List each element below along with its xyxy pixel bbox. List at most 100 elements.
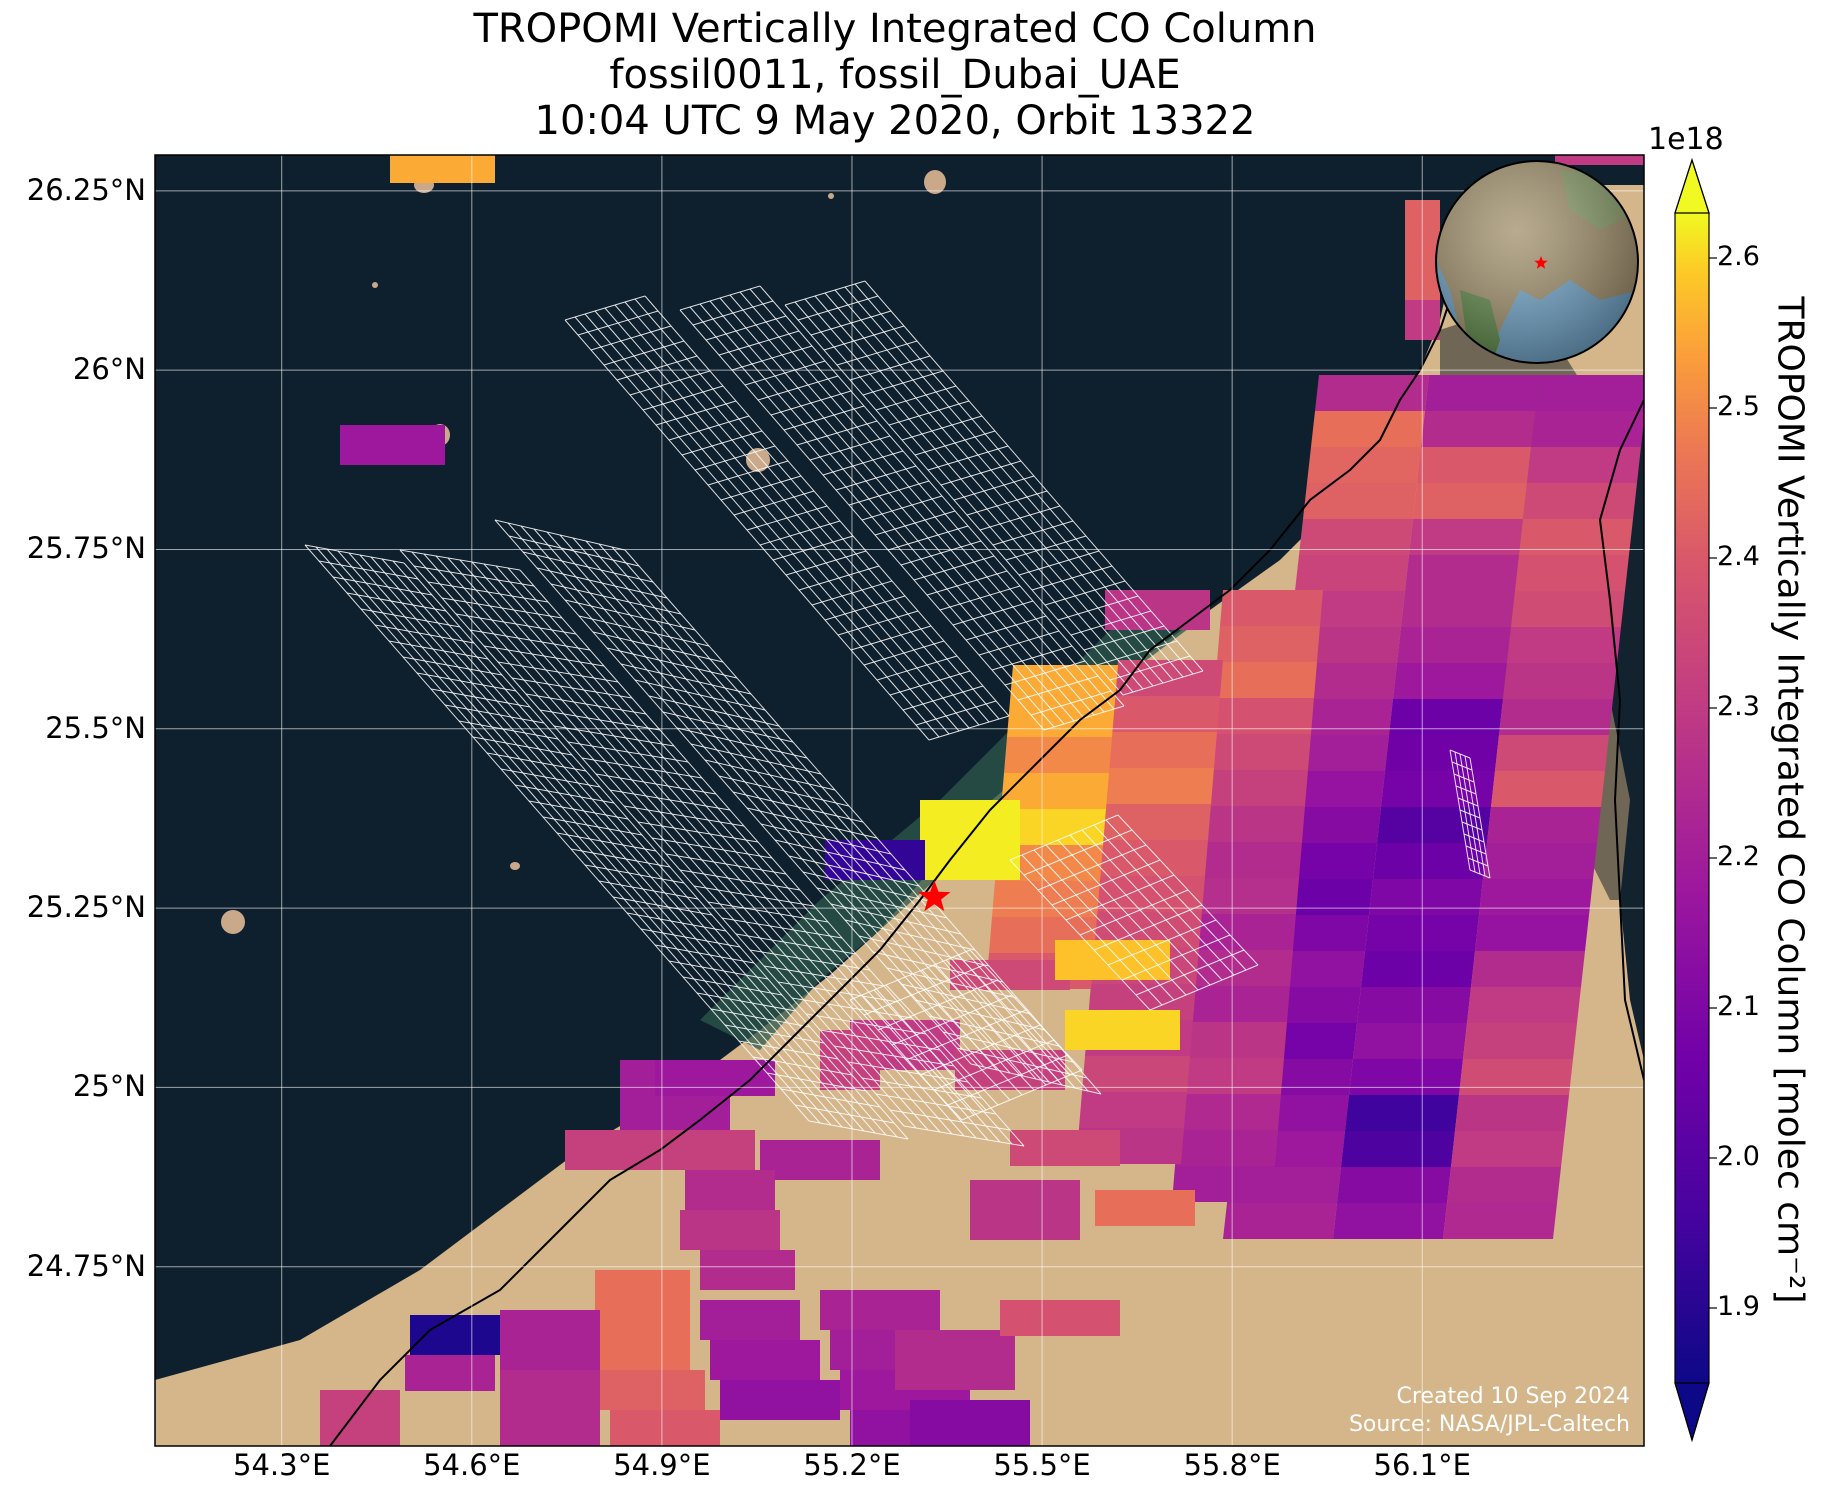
co-pixel (1115, 660, 1223, 696)
footprint-line (692, 300, 774, 326)
footprint-line (1121, 934, 1231, 981)
co-pixel (1389, 699, 1503, 735)
footprint-line (874, 510, 956, 536)
title-line-2: fossil0011, fossil_Dubai_UAE (609, 52, 1181, 98)
footprint-line (1065, 874, 1175, 921)
island (221, 910, 245, 934)
island (372, 282, 378, 288)
footprint-line (508, 535, 640, 567)
co-pixel (1349, 1059, 1463, 1095)
footprint-line (542, 816, 643, 836)
footprint-line (662, 711, 794, 743)
co-pixel (925, 840, 1020, 880)
footprint-line (824, 595, 906, 621)
footprint-line (861, 1077, 983, 1099)
footprint-line (1453, 773, 1475, 783)
footprint-line (915, 700, 997, 726)
footprint-line (794, 1104, 895, 1124)
lat-tick-label: 25.25°N (26, 890, 146, 925)
co-pixel (1299, 519, 1413, 555)
footprint-line (1030, 690, 1112, 716)
co-pixel (1010, 665, 1118, 701)
co-pixel (1503, 663, 1617, 699)
island (510, 862, 520, 870)
footprint-line (693, 885, 815, 907)
co-pixel (1095, 1190, 1195, 1226)
footprint-line (682, 976, 783, 996)
footprint-line (887, 525, 969, 551)
footprint-line (889, 1109, 1011, 1131)
co-pixel (1178, 1094, 1281, 1130)
footprint-line (850, 625, 932, 651)
footprint-line (536, 567, 668, 599)
co-pixel (1455, 1095, 1569, 1131)
footprint-line (570, 848, 671, 868)
footprint-line (766, 1072, 867, 1092)
footprint-line (733, 490, 815, 516)
globe-inset-icon (1435, 160, 1639, 364)
co-pixel (995, 845, 1103, 881)
co-pixel (1451, 1131, 1565, 1167)
island (828, 193, 834, 199)
footprint-line (905, 1009, 1027, 1061)
co-pixel (1515, 555, 1629, 591)
map-area: Created 10 Sep 2024 Source: NASA/JPL-Cal… (155, 155, 1644, 1446)
co-pixel (1337, 1167, 1451, 1203)
colorbar (1674, 158, 1717, 1443)
co-pixel (1447, 1167, 1561, 1203)
footprint-line (757, 375, 839, 401)
footprint-line (629, 370, 711, 396)
footprint-line (584, 864, 685, 884)
co-pixel (1519, 519, 1633, 555)
footprint-line (928, 715, 1010, 741)
footprint-line (655, 400, 737, 426)
footprint-line (581, 757, 703, 779)
footprint-line (640, 928, 741, 948)
footprint-line (848, 480, 930, 506)
lon-tick-label: 54.3°E (233, 1448, 331, 1482)
footprint-line (444, 704, 545, 724)
co-pixel (1357, 987, 1471, 1023)
footprint-line (651, 837, 773, 859)
footprint-line (1037, 844, 1147, 891)
co-pixel (610, 1410, 720, 1446)
footprint-line (578, 615, 710, 647)
co-pixel (1295, 555, 1409, 591)
footprint-line (724, 1024, 825, 1044)
co-pixel (1190, 950, 1293, 986)
footprint-line (992, 520, 1074, 546)
footprint-line (735, 933, 857, 955)
footprint-line (1004, 660, 1086, 686)
co-pixel (955, 1050, 1065, 1090)
co-pixel (1223, 1203, 1337, 1239)
footprint-line (933, 1039, 1055, 1091)
lat-tick-label: 24.75°N (26, 1248, 146, 1283)
footprint-line (472, 736, 573, 756)
footprint-line (455, 613, 577, 635)
footprint-line (721, 917, 843, 939)
co-pixel (1487, 807, 1601, 843)
footprint-line (809, 435, 891, 461)
map-frame (154, 154, 1645, 1447)
footprint-line (1449, 749, 1471, 759)
footprint-line (891, 994, 1013, 1046)
colorbar-tick-label: 2.1 (1717, 991, 1760, 1022)
footprint-line (620, 663, 752, 695)
footprint-line (1107, 919, 1217, 966)
footprint-line (819, 1029, 941, 1051)
footprint-line (1467, 857, 1489, 867)
co-pixel (1507, 627, 1621, 663)
colorbar-outline (1674, 158, 1710, 1443)
footprint-line (783, 405, 865, 431)
co-pixel (700, 1250, 795, 1290)
footprint-line (668, 415, 750, 441)
footprint-line (836, 340, 918, 366)
co-pixel (1187, 986, 1290, 1022)
footprint-line (810, 310, 892, 336)
co-pixel (1511, 591, 1625, 627)
co-pixel (1208, 734, 1311, 770)
co-pixel (1495, 735, 1609, 771)
footprint-line (875, 1093, 997, 1115)
footprint-line (1070, 610, 1152, 636)
colorbar-label: TROPOMI Vertically Integrated CO Column … (1769, 296, 1811, 1304)
